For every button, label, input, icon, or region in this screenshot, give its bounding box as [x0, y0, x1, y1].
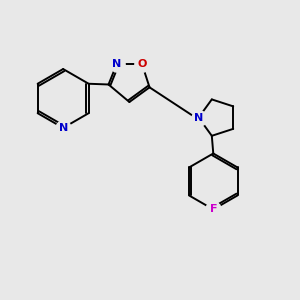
- Text: N: N: [112, 59, 122, 69]
- Text: O: O: [137, 59, 146, 69]
- Text: N: N: [194, 112, 203, 123]
- Text: F: F: [209, 204, 217, 214]
- Text: N: N: [58, 123, 68, 133]
